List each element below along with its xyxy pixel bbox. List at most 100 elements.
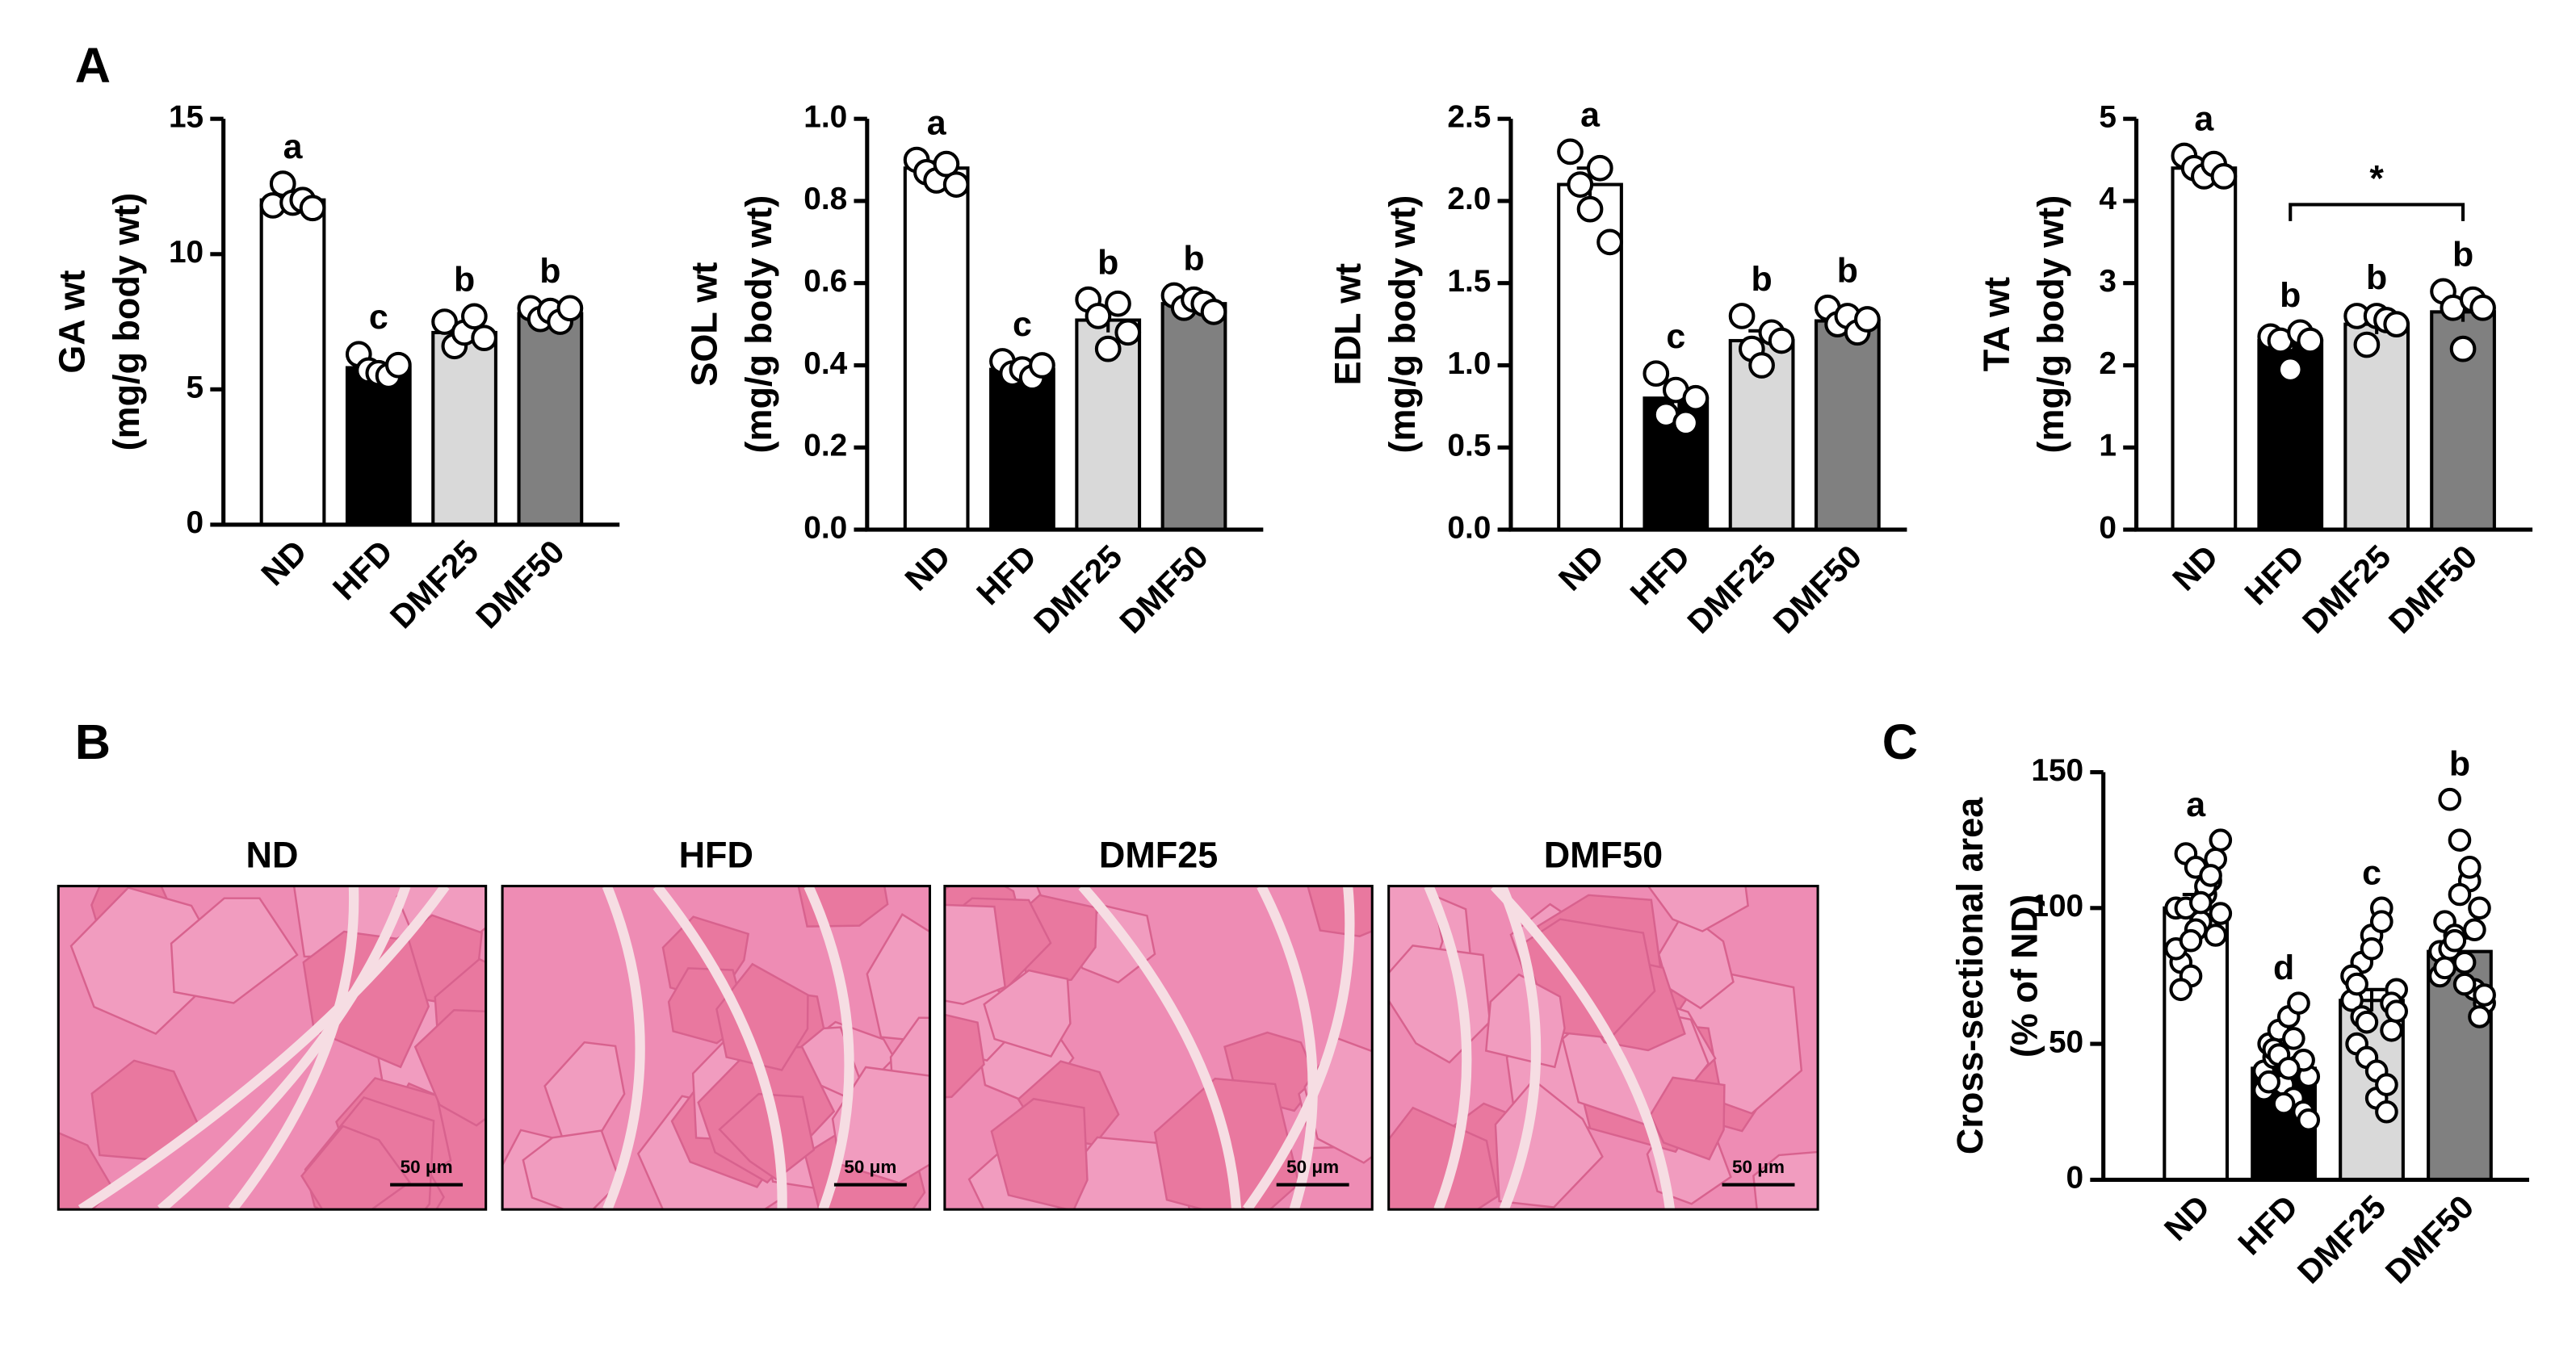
connective-tissue (1257, 886, 1318, 1210)
image-border (1387, 885, 1819, 1211)
muscle-fiber (58, 1131, 115, 1210)
x-tick-label: ND (898, 538, 958, 597)
connective-tissue (803, 886, 854, 1210)
muscle-fiber (797, 886, 889, 928)
bar (2171, 166, 2238, 532)
muscle-fiber (944, 903, 1007, 1005)
muscle-fiber (300, 1125, 411, 1210)
scale-bar-label: 50 μm (1732, 1157, 1785, 1177)
y-tick-label: 0 (2099, 510, 2117, 545)
image-title: DMF50 (1544, 835, 1663, 876)
data-point (2210, 163, 2238, 190)
bar (431, 330, 497, 527)
bar (1815, 319, 1881, 532)
y-axis-label: (mg/g body wt) (1382, 195, 1423, 454)
data-point (2297, 327, 2324, 354)
data-point (1586, 154, 1613, 182)
y-axis-label: GA wt (52, 270, 93, 373)
axes (865, 119, 1264, 532)
significance-letter: b (2366, 258, 2387, 297)
y-tick-label: 2.0 (1447, 182, 1491, 216)
data-point (2353, 331, 2381, 358)
data-point (2355, 1010, 2379, 1034)
data-point (1200, 299, 1227, 325)
y-tick-label: 1.0 (1447, 346, 1491, 381)
connective-tissue (1497, 886, 1542, 1210)
y-tick-label: 50 (2049, 1024, 2083, 1059)
connective-tissue (1243, 886, 1355, 1210)
muscle-fiber (944, 1013, 985, 1099)
data-point (431, 308, 458, 335)
y-tick-label: 2 (2099, 346, 2117, 381)
significance-letter: a (927, 103, 947, 142)
y-tick-label: 15 (169, 99, 203, 134)
significance-letter: b (539, 252, 560, 291)
comparison-bracket (2289, 203, 2465, 221)
y-axis-label: (mg/g body wt) (106, 193, 147, 451)
data-point (1682, 384, 1710, 412)
data-point (1085, 303, 1112, 329)
y-tick-label: 1.5 (1447, 264, 1491, 299)
data-point (942, 171, 970, 198)
data-point (2257, 1070, 2280, 1094)
x-tick-label: DMF25 (1680, 538, 1783, 640)
data-point (1854, 306, 1881, 333)
data-point (2209, 828, 2233, 852)
data-point (2345, 972, 2368, 996)
data-point (1672, 409, 1699, 437)
significance-letter: b (2449, 745, 2470, 784)
bar (517, 312, 584, 527)
data-point (2448, 882, 2472, 907)
scale-bar-label: 50 μm (1286, 1157, 1339, 1177)
y-tick-label: 0.4 (803, 346, 847, 381)
data-point (2179, 928, 2203, 953)
muscle-fiber (715, 962, 809, 1071)
data-point (2297, 1108, 2321, 1132)
x-tick-label: HFD (2230, 1188, 2305, 1262)
image-title: HFD (679, 835, 753, 876)
data-point (1557, 138, 1584, 165)
muscle-fiber (990, 1097, 1089, 1210)
image-border (943, 885, 1374, 1211)
x-tick-label: DMF50 (1766, 538, 1869, 640)
x-tick-label: HFD (1623, 538, 1697, 612)
data-point (2385, 999, 2408, 1024)
data-point (2383, 311, 2410, 337)
muscle-fiber (522, 1129, 622, 1210)
scale-bar-label: 50 μm (401, 1157, 453, 1177)
panel-label: A (75, 37, 111, 93)
muscle-fiber (866, 913, 930, 1043)
muscle-fiber (413, 1009, 486, 1127)
y-axis-label: SOL wt (683, 262, 724, 387)
data-point (2438, 787, 2462, 811)
x-tick-label: DMF25 (383, 533, 485, 635)
axes (2101, 772, 2530, 1182)
significance-letter: c (1013, 305, 1032, 344)
connective-tissue (1424, 886, 1472, 1210)
data-point (2360, 937, 2384, 961)
y-tick-label: 0 (2066, 1161, 2084, 1196)
data-point (2468, 1005, 2491, 1028)
histology-image (1388, 886, 1819, 1210)
x-tick-label: DMF50 (468, 533, 571, 635)
muscle-fiber (1388, 1106, 1500, 1210)
x-tick-label: DMF50 (2381, 538, 2484, 640)
y-tick-label: 1 (2099, 429, 2117, 463)
data-point (2380, 1018, 2403, 1042)
data-point (1596, 228, 1623, 256)
data-point (2452, 972, 2477, 996)
data-point (2443, 928, 2467, 953)
muscle-fiber (69, 886, 227, 1035)
significance-letter: b (1837, 252, 1858, 291)
y-axis-label: (mg/g body wt) (2030, 195, 2071, 454)
panel-label: B (75, 714, 111, 769)
y-tick-label: 10 (169, 235, 203, 270)
data-point (2169, 978, 2193, 1002)
image-title: ND (246, 835, 299, 876)
data-point (2468, 896, 2491, 920)
data-point (556, 295, 584, 322)
bar (2343, 322, 2410, 532)
data-point (2276, 356, 2304, 383)
y-tick-label: 1.0 (803, 99, 847, 134)
x-tick-label: DMF50 (1113, 538, 1215, 640)
